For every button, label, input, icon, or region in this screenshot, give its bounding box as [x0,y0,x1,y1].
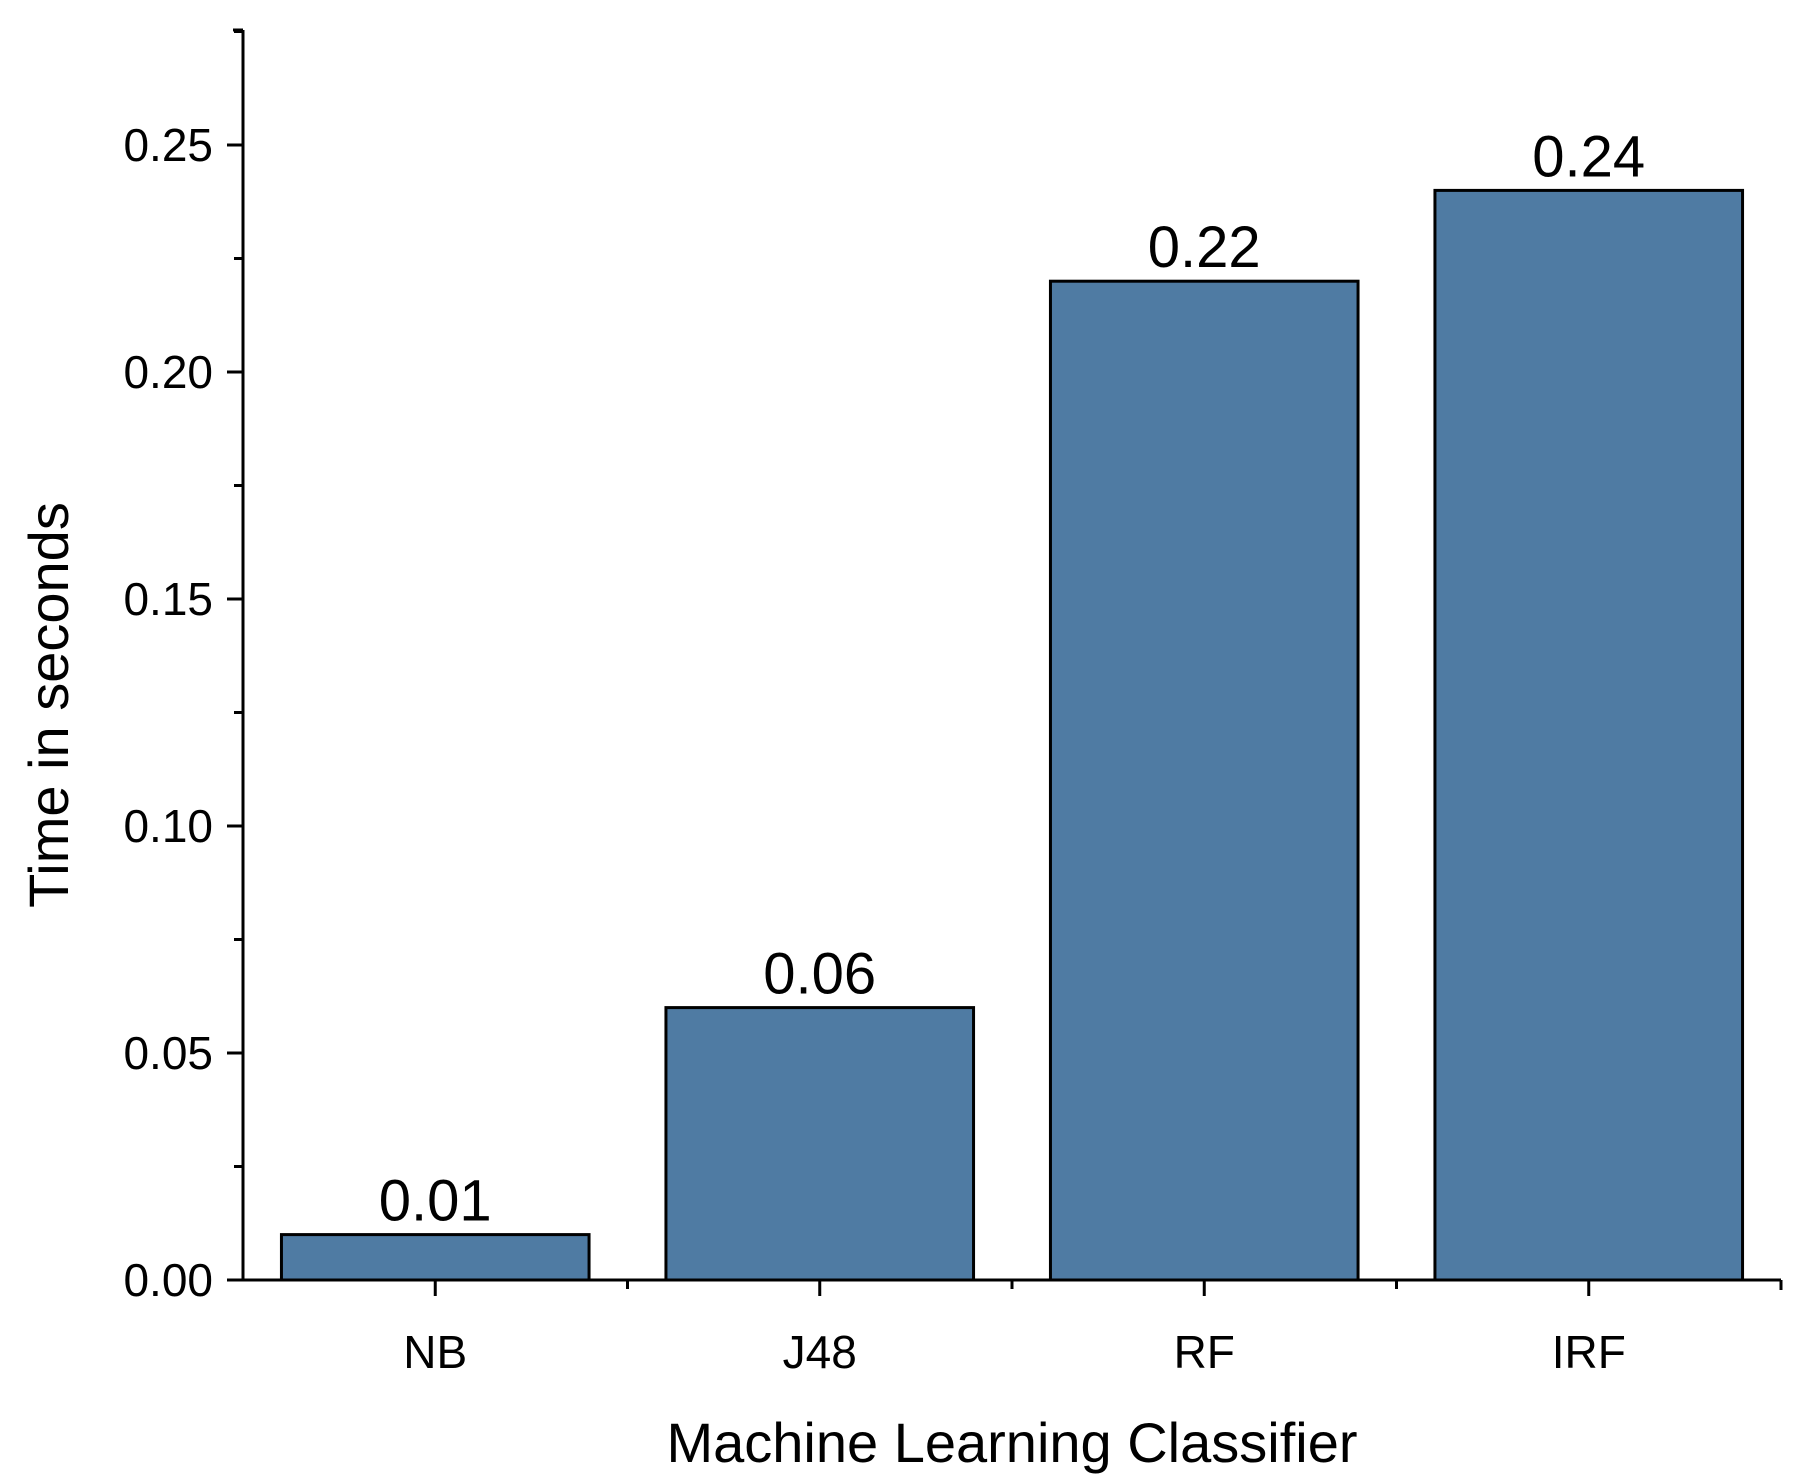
bar-nb [279,1233,591,1282]
bars-group [279,188,1745,1282]
x-tick-label-rf: RF [1174,1326,1235,1378]
y-tick-label: 0.05 [123,1027,213,1079]
y-tick-label: 0.15 [123,573,213,625]
y-tick-label: 0.00 [123,1254,213,1306]
bar-j48 [664,1006,976,1282]
value-labels-group: 0.01 0.06 0.22 0.24 [379,124,1645,1233]
y-tick-label: 0.10 [123,800,213,852]
x-tick-label-j48: J48 [783,1326,857,1378]
value-label-irf: 0.24 [1532,124,1645,189]
value-label-rf: 0.22 [1148,215,1261,280]
value-label-nb: 0.01 [379,1169,492,1234]
value-label-j48: 0.06 [763,942,876,1007]
y-tick-label: 0.20 [123,346,213,398]
y-tick-label: 0.25 [123,119,213,171]
bar-rf [1048,279,1360,1282]
x-tick-label-nb: NB [403,1326,467,1378]
bar-irf [1433,188,1745,1282]
x-axis: NB J48 RF IRF [243,1278,1783,1378]
y-axis: 0.00 0.05 0.10 0.15 0.20 0.25 [123,28,245,1306]
x-axis-title: Machine Learning Classifier [666,1411,1357,1474]
x-tick-label-irf: IRF [1552,1326,1626,1378]
y-axis-title: Time in seconds [17,502,80,908]
